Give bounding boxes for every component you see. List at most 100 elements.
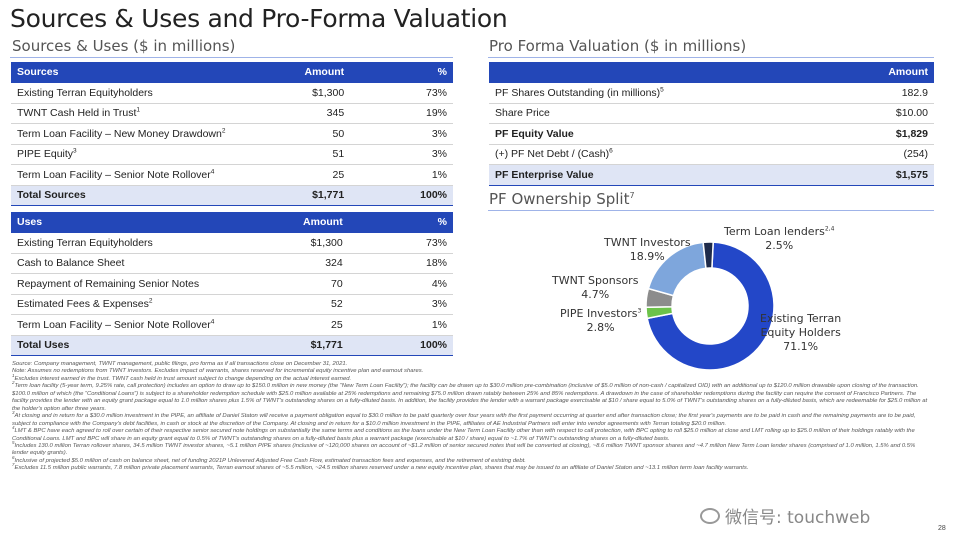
row-amount: 25 [276, 164, 407, 186]
row-value: 182.9 [835, 82, 934, 104]
footnote: Note: Assumes no redemptions from TWNT i… [12, 368, 424, 375]
page-number: 28 [938, 525, 946, 532]
row-label: Existing Terran Equityholders [11, 232, 272, 254]
column-header-amount: Amount [835, 62, 934, 83]
footnote: 7Excludes 11.5 million public warrants, … [12, 462, 749, 472]
table-row: Estimated Fees & Expenses2 52 3% [11, 294, 453, 315]
table-header-row: Sources Amount % [11, 62, 453, 83]
table-row: Term Loan Facility – New Money Drawdown2… [11, 123, 453, 145]
divider [488, 57, 934, 58]
row-label: Term Loan Facility – Senior Note Rollove… [11, 314, 272, 336]
table-row: (+) PF Net Debt / (Cash)6 (254) [489, 144, 934, 165]
divider [10, 57, 453, 58]
footnote: 4LMT & BPC have each agreed to roll over… [12, 425, 915, 442]
row-percent: 1% [406, 164, 453, 186]
pie-slice-term-loan-lenders [702, 241, 714, 270]
total-amount: $1,771 [276, 185, 407, 206]
row-percent: 3% [406, 144, 453, 165]
footnote: Source: Company management, TWNT managem… [12, 361, 348, 367]
watermark: 微信号: touchweb [700, 503, 870, 528]
column-header-amount: Amount [276, 62, 407, 83]
column-header-percent: % [404, 212, 453, 233]
table-row: Repayment of Remaining Senior Notes 70 4% [11, 273, 453, 295]
row-label: PIPE Equity3 [11, 144, 277, 165]
table-header-row: Amount [489, 62, 934, 83]
row-label: PF Shares Outstanding (in millions)5 [489, 82, 836, 104]
row-value: $10.00 [835, 103, 934, 124]
total-row: Total Sources $1,771 100% [11, 185, 453, 206]
pie-label-lenders: Term Loan lenders2,4 2.5% [724, 225, 835, 252]
row-amount: $1,300 [271, 232, 405, 254]
column-header-sources: Sources [11, 62, 277, 83]
row-percent: 3% [404, 294, 453, 315]
footnote: 6Inclusive of projected $5.0 million of … [12, 454, 526, 464]
row-label: TWNT Cash Held in Trust1 [11, 103, 277, 124]
table-row: PF Equity Value $1,829 [489, 123, 934, 145]
table-row: Term Loan Facility – Senior Note Rollove… [11, 314, 453, 336]
footnote: 1Excludes interest earned in the trust. … [12, 372, 352, 382]
row-amount: 345 [276, 103, 407, 124]
row-label: Share Price [489, 103, 836, 124]
table-row: Cash to Balance Sheet 324 18% [11, 253, 453, 274]
total-row: Total Uses $1,771 100% [11, 335, 453, 356]
footnote: 3At closing and in return for a $30.0 mi… [12, 410, 916, 427]
row-amount: $1,300 [276, 82, 407, 104]
page-title: Sources & Uses and Pro-Forma Valuation [10, 4, 508, 33]
pie-label-investors: TWNT Investors 18.9% [604, 236, 691, 263]
row-value: $1,575 [835, 164, 934, 186]
pro-forma-subtitle: Pro Forma Valuation ($ in millions) [489, 37, 747, 55]
column-header-uses: Uses [11, 212, 272, 233]
ownership-donut-chart [645, 241, 775, 371]
pie-label-sponsors: TWNT Sponsors 4.7% [552, 274, 639, 301]
footnotes: Source: Company management, TWNT managem… [12, 361, 930, 473]
row-label: Term Loan Facility – Senior Note Rollove… [11, 164, 277, 186]
table-row: Existing Terran Equityholders $1,300 73% [11, 232, 453, 254]
row-value: (254) [835, 144, 934, 165]
table-row: PF Enterprise Value $1,575 [489, 164, 934, 186]
pie-slice-existing-terran-equity-holders [646, 241, 775, 371]
table-row: Existing Terran Equityholders $1,300 73% [11, 82, 453, 104]
table-row: Share Price $10.00 [489, 103, 934, 124]
row-amount: 324 [271, 253, 405, 274]
sources-table: Sources Amount % Existing Terran Equityh… [11, 62, 453, 206]
row-percent: 73% [406, 82, 453, 104]
row-value: $1,829 [835, 123, 934, 145]
row-amount: 25 [271, 314, 405, 336]
row-percent: 4% [404, 273, 453, 295]
pie-label-existing: Existing Terran Equity Holders 71.1% [760, 312, 842, 353]
column-header-percent: % [406, 62, 453, 83]
row-label: Repayment of Remaining Senior Notes [11, 273, 272, 295]
total-percent: 100% [406, 185, 453, 206]
row-amount: 52 [271, 294, 405, 315]
wechat-icon [700, 507, 720, 524]
footnote: 2Term loan facility (5-year term, 9.25% … [12, 380, 928, 412]
column-header-blank [489, 62, 836, 83]
divider [488, 210, 934, 211]
row-amount: 50 [276, 123, 407, 145]
row-label: PF Equity Value [489, 123, 836, 145]
table-row: Term Loan Facility – Senior Note Rollove… [11, 164, 453, 186]
table-row: PF Shares Outstanding (in millions)5 182.… [489, 82, 934, 104]
pro-forma-table: Amount PF Shares Outstanding (in million… [489, 62, 934, 186]
table-header-row: Uses Amount % [11, 212, 453, 233]
uses-table: Uses Amount % Existing Terran Equityhold… [11, 212, 453, 356]
row-label: Estimated Fees & Expenses2 [11, 294, 272, 315]
row-label: Term Loan Facility – New Money Drawdown2 [11, 123, 277, 145]
sources-uses-subtitle: Sources & Uses ($ in millions) [12, 37, 236, 55]
pie-label-pipe: PIPE Investors3 2.8% [560, 307, 642, 334]
table-row: PIPE Equity3 51 3% [11, 144, 453, 165]
column-header-amount: Amount [271, 212, 405, 233]
row-percent: 19% [406, 103, 453, 124]
row-label: PF Enterprise Value [489, 164, 836, 186]
row-percent: 3% [406, 123, 453, 145]
row-label: (+) PF Net Debt / (Cash)6 [489, 144, 836, 165]
row-amount: 70 [271, 273, 405, 295]
total-amount: $1,771 [271, 335, 405, 356]
row-percent: 73% [404, 232, 453, 254]
row-amount: 51 [276, 144, 407, 165]
ownership-subtitle: PF Ownership Split7 [489, 190, 635, 208]
row-label: Existing Terran Equityholders [11, 82, 277, 104]
total-label: Total Uses [11, 335, 272, 356]
table-row: TWNT Cash Held in Trust1 345 19% [11, 103, 453, 124]
footnote: 5Includes 130.0 million Terran rollover … [12, 440, 916, 457]
